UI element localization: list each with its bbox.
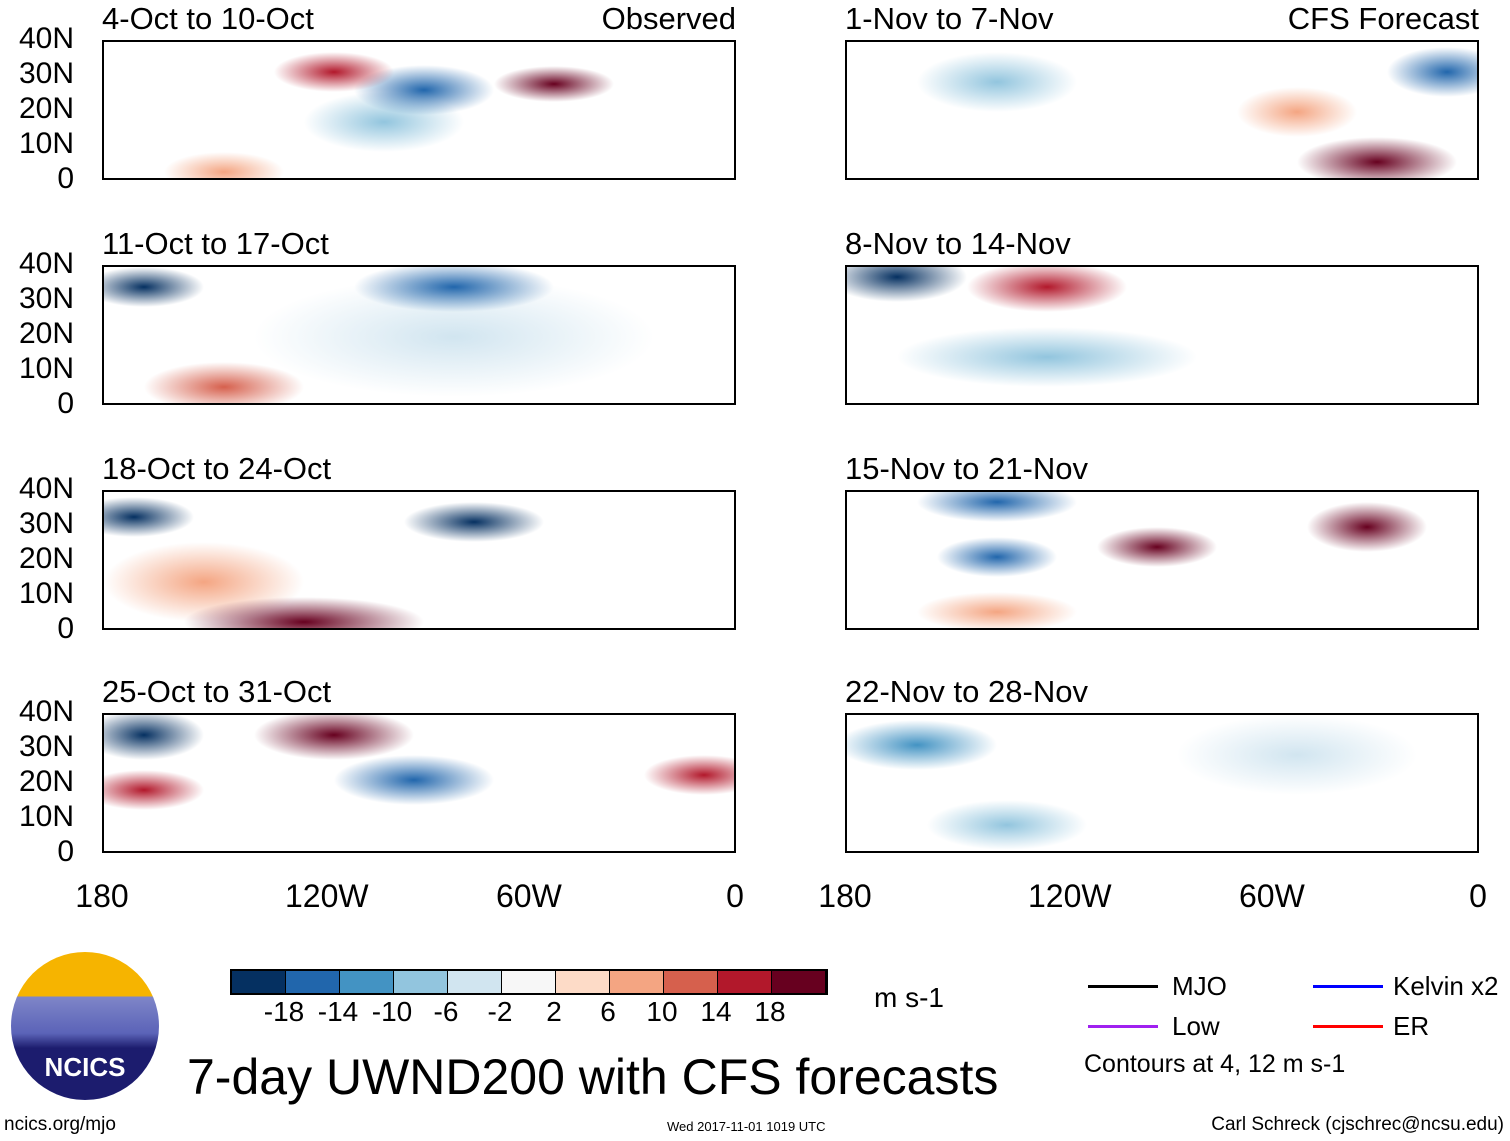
contours-note: Contours at 4, 12 m s-1 (1084, 1050, 1346, 1078)
map-panel (845, 40, 1479, 180)
y-tick-label: 20N (18, 542, 74, 575)
panel-title: 4-Oct to 10-Oct (102, 1, 314, 36)
map-panel (102, 265, 736, 405)
colorbar-tick: 18 (754, 996, 786, 1027)
footer-author: Carl Schreck (cjschrec@ncsu.edu) (1211, 1114, 1504, 1135)
low-legend-line (1088, 1025, 1158, 1028)
y-tick-label: 20N (18, 92, 74, 125)
y-tick-label: 0 (57, 387, 74, 420)
colorbar-swatch (556, 971, 610, 993)
footer-url[interactable]: ncics.org/mjo (4, 1114, 116, 1135)
y-tick-label: 10N (18, 352, 74, 385)
logo-text: NCICS (44, 1052, 126, 1082)
panel-label: Observed (601, 1, 736, 36)
x-tick-label: 180 (75, 878, 129, 914)
colorbar-swatch (340, 971, 394, 993)
panel-title: 18-Oct to 24-Oct (102, 451, 332, 486)
colorbar-swatch (610, 971, 664, 993)
colorbar-swatch (502, 971, 556, 993)
colorbar-tick: -14 (317, 996, 359, 1027)
legend-er: ER (1393, 1011, 1430, 1041)
legend-low: Low (1172, 1011, 1220, 1041)
ncics-logo: NCICS (11, 952, 159, 1100)
colorbar-units: m s-1 (874, 982, 944, 1013)
colorbar (230, 969, 828, 995)
mjo-legend-line (1088, 985, 1158, 988)
colorbar-tick: -6 (433, 996, 459, 1027)
colorbar-swatch (664, 971, 718, 993)
panel-title: 1-Nov to 7-Nov (845, 1, 1054, 36)
y-tick-label: 30N (18, 282, 74, 315)
y-tick-label: 40N (18, 472, 74, 505)
x-tick-label: 120W (1028, 878, 1112, 914)
colorbar-tick: 14 (700, 996, 732, 1027)
colorbar-tick: 2 (546, 996, 562, 1027)
colorbar-swatch (772, 971, 826, 993)
map-panel (102, 40, 736, 180)
er-legend-line (1313, 1025, 1383, 1028)
colorbar-swatch (448, 971, 502, 993)
y-tick-label: 30N (18, 507, 74, 540)
map-panel (845, 490, 1479, 630)
panel-title: 22-Nov to 28-Nov (845, 674, 1088, 709)
map-panel (102, 490, 736, 630)
y-tick-label: 20N (18, 317, 74, 350)
map-panel (845, 265, 1479, 405)
map-panel (845, 713, 1479, 853)
y-tick-label: 20N (18, 765, 74, 798)
x-tick-label: 180 (818, 878, 872, 914)
y-tick-label: 40N (18, 247, 74, 280)
x-tick-label: 60W (1239, 878, 1305, 914)
y-tick-label: 30N (18, 730, 74, 763)
legend-mjo: MJO (1172, 971, 1227, 1001)
colorbar-swatch (232, 971, 286, 993)
y-tick-label: 0 (57, 612, 74, 645)
x-tick-label: 120W (285, 878, 369, 914)
colorbar-swatch (718, 971, 772, 993)
colorbar-tick: -10 (371, 996, 413, 1027)
y-tick-label: 0 (57, 162, 74, 195)
y-tick-label: 40N (18, 695, 74, 728)
y-tick-label: 40N (18, 22, 74, 55)
colorbar-tick: 6 (600, 996, 616, 1027)
y-tick-label: 10N (18, 800, 74, 833)
legend-kelvin: Kelvin x2 (1393, 971, 1499, 1001)
panel-title: 11-Oct to 17-Oct (102, 226, 329, 261)
y-tick-label: 10N (18, 127, 74, 160)
y-tick-label: 10N (18, 577, 74, 610)
panel-title: 25-Oct to 31-Oct (102, 674, 332, 709)
x-tick-label: 0 (1469, 878, 1487, 914)
figure-title: 7-day UWND200 with CFS forecasts (187, 1049, 999, 1105)
y-tick-label: 30N (18, 57, 74, 90)
colorbar-tick: -18 (263, 996, 305, 1027)
footer-date: Wed 2017-11-01 1019 UTC (667, 1119, 826, 1134)
colorbar-swatch (394, 971, 448, 993)
colorbar-tick: 10 (646, 996, 678, 1027)
x-tick-label: 0 (726, 878, 744, 914)
colorbar-swatch (286, 971, 340, 993)
map-panel (102, 713, 736, 853)
x-tick-label: 60W (496, 878, 562, 914)
panel-title: 15-Nov to 21-Nov (845, 451, 1088, 486)
panel-title: 8-Nov to 14-Nov (845, 226, 1071, 261)
kelvin-legend-line (1313, 985, 1383, 988)
panel-label: CFS Forecast (1287, 1, 1479, 36)
colorbar-tick: -2 (487, 996, 513, 1027)
y-tick-label: 0 (57, 835, 74, 868)
